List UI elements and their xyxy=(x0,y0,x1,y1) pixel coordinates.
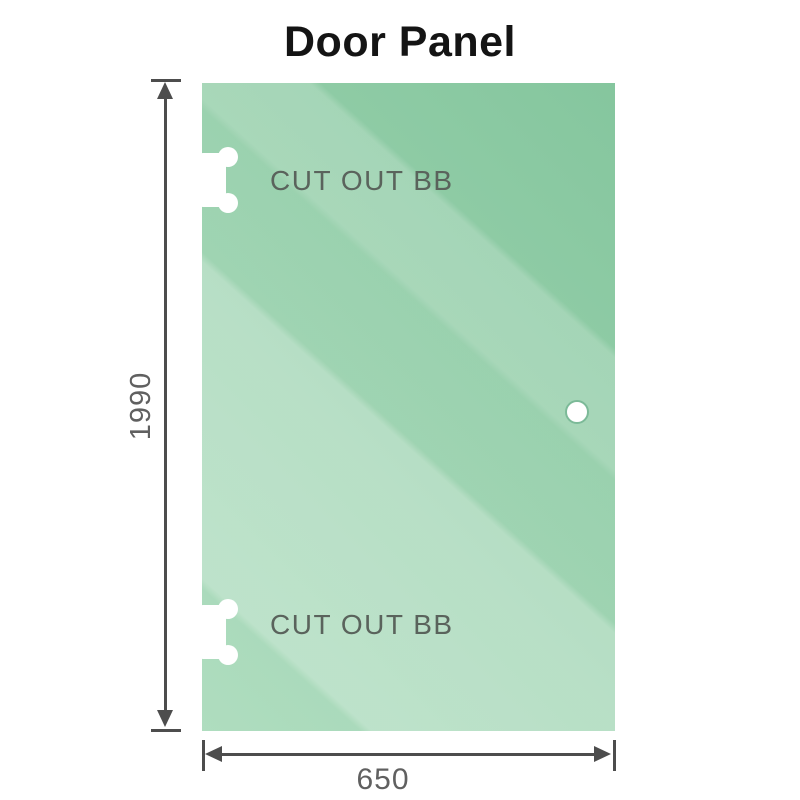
height-dim-cap-bottom xyxy=(151,729,181,732)
width-dim-tick-left xyxy=(202,740,205,771)
height-dim-label: 1990 xyxy=(125,371,157,441)
page-title: Door Panel xyxy=(284,18,516,66)
width-dim-tick-right xyxy=(613,740,616,771)
handle-hole-icon xyxy=(565,400,589,424)
width-dim-arrow-right-icon xyxy=(594,746,611,762)
height-dim-arrow-down-icon xyxy=(157,710,173,727)
height-dim-cap-top xyxy=(151,79,181,82)
cutout-label-bottom: CUT OUT BB xyxy=(270,609,454,640)
door-panel-glass: CUT OUT BB CUT OUT BB xyxy=(201,83,615,731)
width-dim-label: 650 xyxy=(356,763,410,796)
height-dim-line xyxy=(164,92,167,720)
height-dim-arrow-up-icon xyxy=(157,82,173,99)
hinge-cutout-top-icon xyxy=(201,147,238,213)
hinge-cutout-bottom-icon xyxy=(201,599,238,665)
cutout-label-top: CUT OUT BB xyxy=(270,165,454,196)
width-dim-line xyxy=(211,753,605,756)
